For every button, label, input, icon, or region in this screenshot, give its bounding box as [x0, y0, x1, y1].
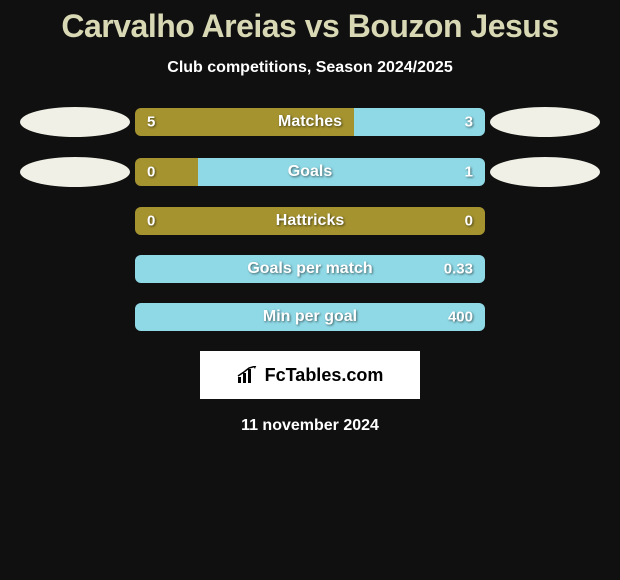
comparison-row: Goals 0 1: [0, 157, 620, 187]
footer-date: 11 november 2024: [0, 417, 620, 435]
stat-value-right: 0: [465, 213, 473, 230]
stat-bar: Hattricks 0 0: [135, 207, 485, 235]
stat-value-right: 0.33: [444, 261, 473, 278]
page-subtitle: Club competitions, Season 2024/2025: [0, 59, 620, 77]
stat-label: Min per goal: [263, 308, 357, 326]
stat-value-left: 5: [147, 114, 155, 131]
stat-bar: Goals 0 1: [135, 158, 485, 186]
player-left-ellipse-icon: [20, 157, 130, 187]
player-right-ellipse-icon: [490, 157, 600, 187]
right-ellipse-slot: [485, 107, 605, 137]
left-ellipse-slot: [15, 107, 135, 137]
player-left-ellipse-icon: [20, 107, 130, 137]
page-title: Carvalho Areias vs Bouzon Jesus: [0, 0, 620, 45]
stat-value-right: 400: [448, 309, 473, 326]
barchart-icon: [237, 366, 259, 384]
stat-bar: Matches 5 3: [135, 108, 485, 136]
comparison-row: Goals per match 0.33: [0, 255, 620, 283]
right-ellipse-slot: [485, 157, 605, 187]
comparison-row: Min per goal 400: [0, 303, 620, 331]
stat-label: Hattricks: [276, 212, 344, 230]
player-right-ellipse-icon: [490, 107, 600, 137]
footer-logo-text: FcTables.com: [265, 365, 384, 386]
stat-label: Goals per match: [247, 260, 372, 278]
comparison-row: Matches 5 3: [0, 107, 620, 137]
stat-label: Goals: [288, 163, 332, 181]
stat-value-right: 3: [465, 114, 473, 131]
stat-bar: Min per goal 400: [135, 303, 485, 331]
stat-value-right: 1: [465, 164, 473, 181]
footer-logo: FcTables.com: [200, 351, 420, 399]
stat-label: Matches: [278, 113, 342, 131]
bar-left-segment: [135, 158, 198, 186]
stat-value-left: 0: [147, 213, 155, 230]
bar-right-segment: [198, 158, 485, 186]
stat-value-left: 0: [147, 164, 155, 181]
stat-bar: Goals per match 0.33: [135, 255, 485, 283]
comparison-row: Hattricks 0 0: [0, 207, 620, 235]
comparison-rows: Matches 5 3 Goals 0 1 Hattricks 0 0 Goals per mat…: [0, 107, 620, 331]
left-ellipse-slot: [15, 157, 135, 187]
